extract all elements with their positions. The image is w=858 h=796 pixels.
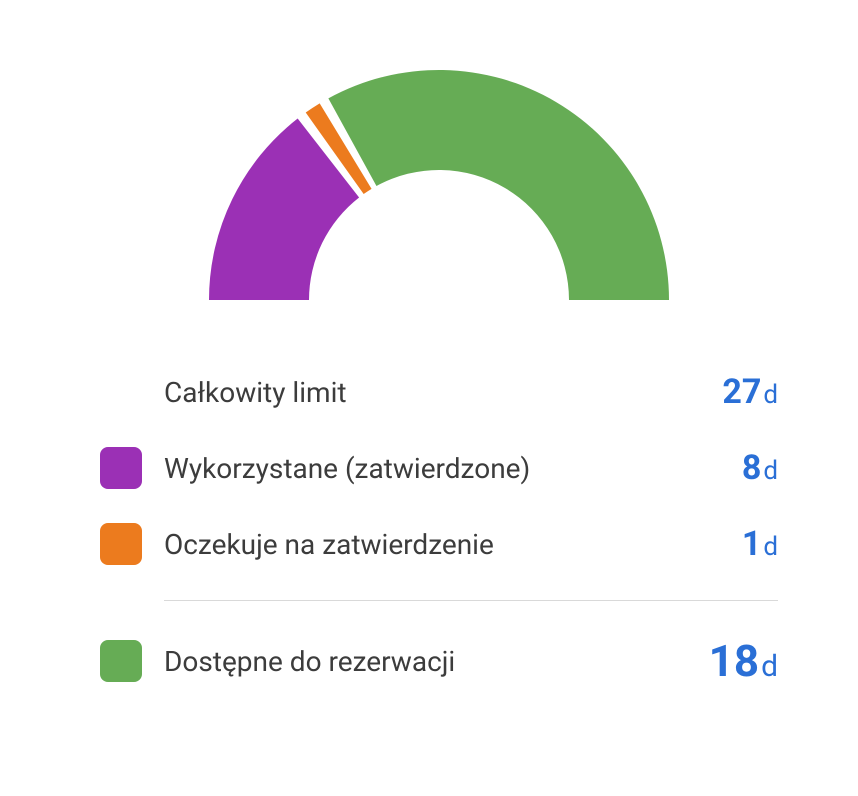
leave-summary-card: Całkowity limit 27d Wykorzystane (zatwie… bbox=[0, 0, 858, 796]
legend-value-used: 8d bbox=[742, 448, 778, 488]
legend-label-used: Wykorzystane (zatwierdzone) bbox=[164, 452, 730, 485]
legend-label-available: Dostępne do rezerwacji bbox=[164, 645, 697, 678]
legend-row-total: Całkowity limit 27d bbox=[100, 370, 778, 414]
legend-row-available: Dostępne do rezerwacji 18d bbox=[100, 635, 778, 687]
donut-segment-available bbox=[328, 70, 669, 300]
legend-value-available: 18d bbox=[709, 635, 778, 687]
legend-label-pending: Oczekuje na zatwierdzenie bbox=[164, 528, 730, 561]
half-donut-chart bbox=[100, 30, 778, 310]
legend-label-total: Całkowity limit bbox=[164, 376, 710, 409]
legend-row-used: Wykorzystane (zatwierdzone) 8d bbox=[100, 446, 778, 490]
legend-row-pending: Oczekuje na zatwierdzenie 1d bbox=[100, 522, 778, 566]
legend: Całkowity limit 27d Wykorzystane (zatwie… bbox=[100, 370, 778, 687]
separator bbox=[164, 600, 778, 601]
half-donut-svg bbox=[189, 50, 689, 310]
swatch-available bbox=[100, 640, 142, 682]
legend-value-total: 27d bbox=[722, 372, 778, 412]
legend-value-pending: 1d bbox=[742, 524, 778, 564]
swatch-used bbox=[100, 447, 142, 489]
swatch-pending bbox=[100, 523, 142, 565]
